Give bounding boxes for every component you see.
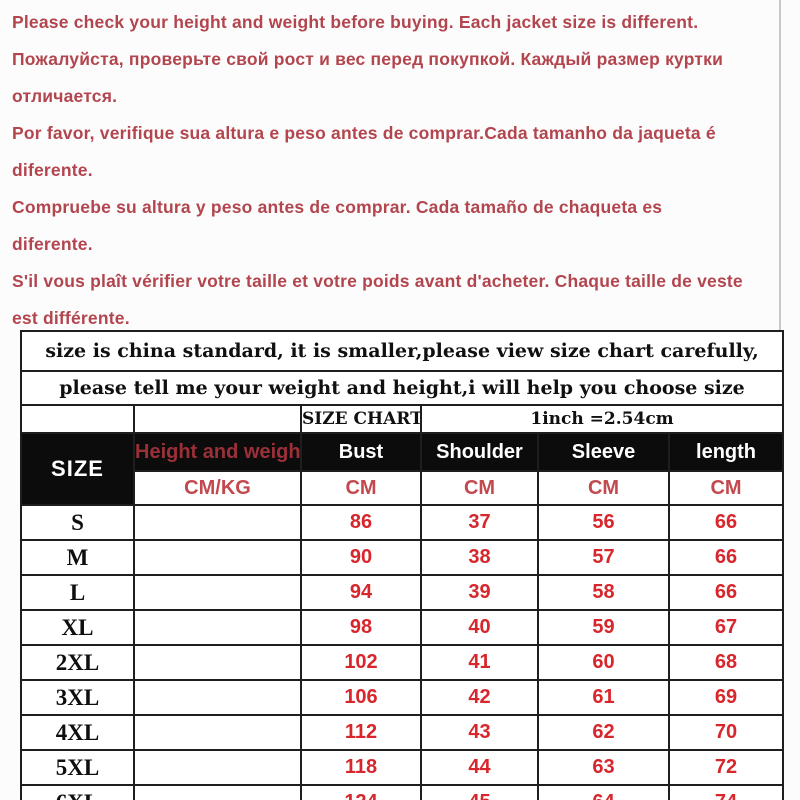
note-tell-me: please tell me your weight and height,i … xyxy=(19,370,785,406)
cell-size: L xyxy=(20,574,135,611)
warning-portuguese: Por favor, verifique sua altura e peso a… xyxy=(12,123,716,180)
cell-height-weight xyxy=(133,679,302,716)
cell-height-weight xyxy=(133,539,302,576)
cell-length: 74 xyxy=(667,784,785,800)
warning-english: Please check your height and weight befo… xyxy=(12,12,699,32)
size-chart-title: SIZE CHART xyxy=(300,404,422,434)
warning-russian: Пожалуйста, проверьте свой рост и вес пе… xyxy=(12,49,724,106)
cell-size: XL xyxy=(20,609,135,646)
unit-row: CM/KG CM CM CM CM xyxy=(21,470,785,506)
note-row-1: size is china standard, it is smaller,pl… xyxy=(19,330,785,372)
cell-shoulder: 37 xyxy=(420,504,539,541)
cell-bust: 106 xyxy=(300,679,422,716)
cell-sleeve: 62 xyxy=(537,714,670,751)
cell-size: 2XL xyxy=(20,644,135,681)
cell-bust: 118 xyxy=(300,749,422,786)
cell-sleeve: 57 xyxy=(537,539,670,576)
unit-bust: CM xyxy=(300,470,422,506)
cell-shoulder: 40 xyxy=(420,609,539,646)
chart-title-row: SIZE CHART 1inch =2.54cm xyxy=(20,404,785,434)
header-bust: Bust xyxy=(300,432,422,472)
inch-conversion: 1inch =2.54cm xyxy=(419,404,785,434)
cell-height-weight xyxy=(133,504,302,541)
cell-shoulder: 44 xyxy=(420,749,539,786)
cell-sleeve: 64 xyxy=(537,784,670,800)
cell-sleeve: 58 xyxy=(537,574,670,611)
note-row-2: please tell me your weight and height,i … xyxy=(19,370,785,406)
row-3xl: 3XL 106 42 61 69 xyxy=(20,679,785,716)
row-l: L 94 39 58 66 xyxy=(20,574,785,611)
cell-length: 67 xyxy=(667,609,785,646)
cell-size: M xyxy=(20,539,135,576)
cell-shoulder: 42 xyxy=(420,679,539,716)
header-row: SIZE Height and weigh Bust Shoulder Slee… xyxy=(20,432,785,506)
header-sleeve: Sleeve xyxy=(537,432,670,472)
unit-height-weight: CM/KG xyxy=(133,470,302,506)
cell-height-weight xyxy=(133,574,302,611)
warnings-section: Please check your height and weight befo… xyxy=(0,0,782,332)
empty-cell xyxy=(133,404,302,434)
cell-length: 72 xyxy=(667,749,785,786)
cell-bust: 86 xyxy=(300,504,422,541)
row-s: S 86 37 56 66 xyxy=(20,504,785,541)
row-6xl: 6XL 124 45 64 74 xyxy=(20,784,785,800)
cell-height-weight xyxy=(133,714,302,751)
cell-shoulder: 39 xyxy=(420,574,539,611)
cell-sleeve: 61 xyxy=(537,679,670,716)
cell-length: 68 xyxy=(667,644,785,681)
row-4xl: 4XL 112 43 62 70 xyxy=(20,714,785,751)
row-xl: XL 98 40 59 67 xyxy=(20,609,785,646)
row-5xl: 5XL 118 44 63 72 xyxy=(20,749,785,786)
cell-size: 6XL xyxy=(20,784,135,800)
cell-size: 3XL xyxy=(20,679,135,716)
right-edge-line xyxy=(779,0,781,332)
cell-sleeve: 63 xyxy=(537,749,670,786)
warning-spanish: Compruebe su altura y peso antes de comp… xyxy=(12,197,663,254)
unit-sleeve: CM xyxy=(537,470,670,506)
cell-size: 5XL xyxy=(20,749,135,786)
cell-bust: 102 xyxy=(300,644,422,681)
cell-shoulder: 43 xyxy=(420,714,539,751)
header-height-weight: Height and weigh xyxy=(133,432,302,472)
cell-bust: 98 xyxy=(300,609,422,646)
cell-height-weight xyxy=(133,609,302,646)
cell-sleeve: 59 xyxy=(537,609,670,646)
cell-size: 4XL xyxy=(20,714,135,751)
cell-bust: 112 xyxy=(300,714,422,751)
warning-french: S'il vous plaît vérifier votre taille et… xyxy=(12,271,743,328)
cell-length: 70 xyxy=(667,714,785,751)
cell-length: 66 xyxy=(667,539,785,576)
cell-size: S xyxy=(20,504,135,541)
cell-length: 66 xyxy=(667,574,785,611)
cell-shoulder: 41 xyxy=(420,644,539,681)
cell-length: 69 xyxy=(667,679,785,716)
cell-shoulder: 38 xyxy=(420,539,539,576)
cell-bust: 124 xyxy=(300,784,422,800)
unit-shoulder: CM xyxy=(420,470,539,506)
cell-length: 66 xyxy=(667,504,785,541)
header-shoulder: Shoulder xyxy=(420,432,539,472)
empty-cell xyxy=(20,404,135,434)
note-china-standard: size is china standard, it is smaller,pl… xyxy=(19,330,785,372)
row-m: M 90 38 57 66 xyxy=(20,539,785,576)
cell-height-weight xyxy=(133,784,302,800)
size-chart-table: size is china standard, it is smaller,pl… xyxy=(19,330,785,800)
cell-sleeve: 56 xyxy=(537,504,670,541)
cell-shoulder: 45 xyxy=(420,784,539,800)
header-length: length xyxy=(667,432,785,472)
unit-length: CM xyxy=(667,470,785,506)
cell-bust: 90 xyxy=(300,539,422,576)
row-2xl: 2XL 102 41 60 68 xyxy=(20,644,785,681)
cell-height-weight xyxy=(133,749,302,786)
cell-bust: 94 xyxy=(300,574,422,611)
cell-sleeve: 60 xyxy=(537,644,670,681)
cell-height-weight xyxy=(133,644,302,681)
header-size: SIZE xyxy=(20,432,135,506)
